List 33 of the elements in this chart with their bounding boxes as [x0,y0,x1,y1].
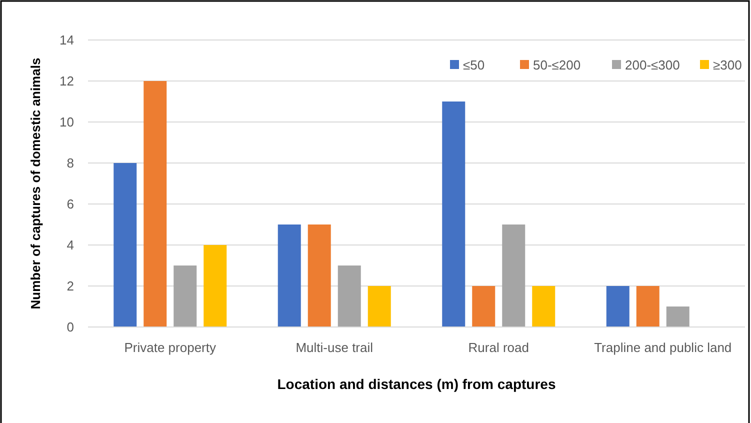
bar [144,81,167,327]
x-tick-label: Rural road [468,340,529,355]
bar [666,306,690,327]
bar [338,266,361,327]
bar [204,245,227,327]
legend-label: ≥300 [713,58,742,73]
y-axis-title: Number of captures of domestic animals [28,58,43,310]
y-tick-label: 0 [66,320,74,335]
bar [114,163,137,327]
y-tick-label: 14 [60,32,74,48]
x-axis-title: Location and distances (m) from captures [277,376,556,392]
bar [278,224,301,327]
bar [368,286,391,327]
y-tick-label: 12 [60,74,74,89]
y-tick-label: 10 [60,114,74,130]
bar [174,266,197,327]
bar [636,286,660,327]
bar [532,286,556,327]
y-tick-label: 8 [66,156,74,171]
bar [606,286,630,327]
legend-label: 200-≤300 [625,58,680,73]
bar [442,102,466,327]
y-tick-label: 6 [66,196,74,212]
y-tick-label: 2 [66,278,74,294]
x-tick-label: Multi-use trail [296,340,374,355]
bar [502,224,526,327]
legend-label: 50-≤200 [533,58,581,73]
bar [472,286,496,327]
bar [308,224,331,327]
x-tick-label: Trapline and public land [594,340,732,355]
x-tick-label: Private property [124,340,217,355]
legend-label: ≤50 [463,58,485,73]
y-tick-label: 4 [66,238,74,253]
